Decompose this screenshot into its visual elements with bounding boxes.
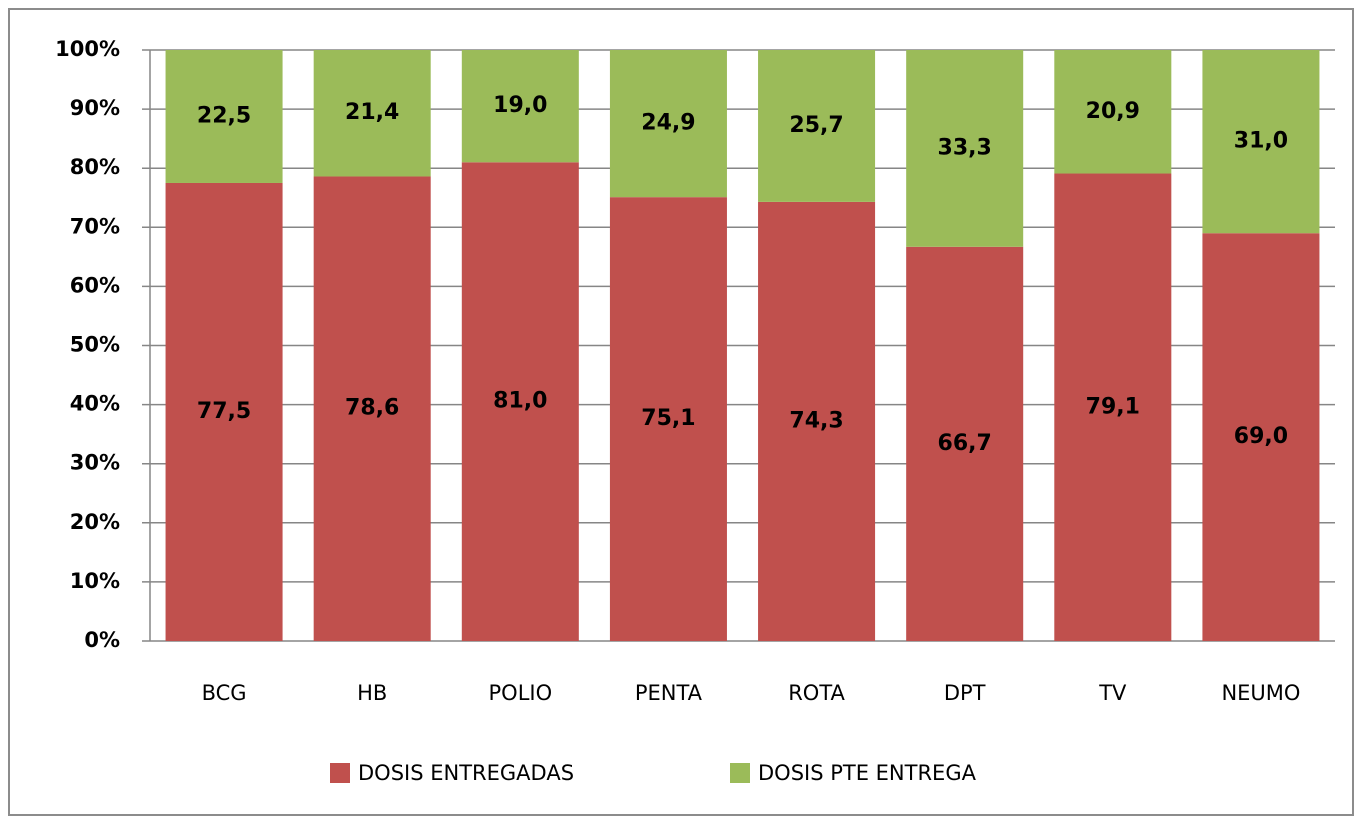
bar-segment [1054,50,1172,174]
y-tick-label: 20% [70,510,120,534]
data-label: 22,5 [197,103,251,128]
y-tick-label: 70% [70,214,120,238]
bar-segment [165,50,283,183]
data-label: 24,9 [641,111,695,136]
legend-label: DOSIS PTE ENTREGA [758,761,977,785]
bar-segment [165,182,283,641]
bar-segment [609,50,727,198]
data-label: 25,7 [789,113,843,138]
x-tick-label: DPT [944,681,986,705]
data-label: 20,9 [1086,99,1140,124]
legend-swatch [330,763,350,783]
y-tick-label: 60% [70,273,120,297]
data-label: 66,7 [938,431,992,456]
bar-segment [461,162,579,642]
data-label: 75,1 [641,406,695,431]
x-tick-label: POLIO [489,681,553,705]
y-tick-label: 0% [84,628,120,652]
y-tick-label: 30% [70,451,120,475]
bar-segment [906,246,1024,642]
bar-segment [758,50,876,202]
bar-segment [313,50,431,177]
bar-segment [313,176,431,641]
data-label: 19,0 [493,93,547,118]
data-label: 31,0 [1234,129,1288,154]
data-label: 74,3 [789,408,843,433]
y-tick-label: 40% [70,392,120,416]
x-tick-label: PENTA [635,681,703,705]
bar-segment [906,50,1024,247]
y-tick-label: 50% [70,333,120,357]
bar-segment [1202,50,1320,234]
data-label: 79,1 [1086,394,1140,419]
bar-segment [609,197,727,641]
data-label: 33,3 [938,135,992,160]
y-tick-label: 80% [70,155,120,179]
x-tick-label: BCG [202,681,247,705]
data-label: 81,0 [493,389,547,414]
data-label: 77,5 [197,399,251,424]
x-tick-label: NEUMO [1221,681,1300,705]
data-label: 69,0 [1234,424,1288,449]
y-tick-label: 100% [55,37,120,61]
legend-label: DOSIS ENTREGADAS [358,761,574,785]
y-tick-label: 10% [70,569,120,593]
legend-swatch [730,763,750,783]
x-tick-label: TV [1098,681,1127,705]
bar-segment [1202,233,1320,641]
bar-segment [758,201,876,641]
bar-segment [461,50,579,163]
x-tick-label: ROTA [788,681,845,705]
x-tick-label: HB [357,681,387,705]
y-tick-label: 90% [70,96,120,120]
data-label: 21,4 [345,100,399,125]
data-label: 78,6 [345,396,399,421]
bar-segment [1054,173,1172,642]
